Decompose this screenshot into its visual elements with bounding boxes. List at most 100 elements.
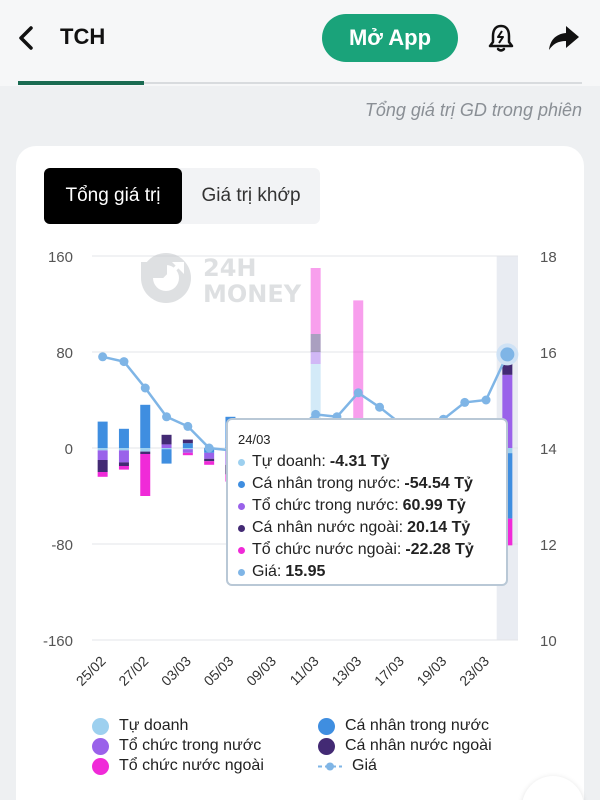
legend-item[interactable]: Tổ chức nước ngoài — [92, 756, 264, 776]
price-point — [481, 395, 491, 405]
legend-label: Giá — [352, 757, 377, 774]
bar-segment — [118, 448, 129, 451]
bar-segment — [118, 462, 129, 466]
tooltip-value: -22.28 Tỷ — [405, 541, 474, 558]
legend-line-marker — [318, 758, 342, 775]
section-title: Tổng giá trị GD trong phiên — [364, 100, 582, 120]
price-point — [119, 357, 129, 367]
legend-dot-marker — [318, 737, 335, 755]
legend-dot-marker — [92, 717, 109, 735]
y-tick-label: 0 — [65, 441, 73, 458]
bar-segment — [140, 404, 151, 448]
active-tab-indicator — [18, 81, 144, 85]
y2-tick-label: 12 — [540, 537, 557, 554]
x-tick-label: 05/03 — [200, 653, 236, 689]
tooltip-series-dot — [238, 568, 245, 576]
bar-segment — [310, 364, 321, 448]
tooltip-value: 60.99 Tỷ — [402, 497, 466, 514]
price-point — [500, 347, 515, 362]
price-point — [183, 421, 193, 431]
legend-label: Tổ chức trong nước — [119, 737, 262, 754]
tooltip-row: Tổ chức trong nước: 60.99 Tỷ — [238, 495, 496, 517]
svg-text:MONEY: MONEY — [203, 280, 302, 308]
legend-item[interactable]: Tự doanh — [92, 716, 188, 736]
tab-total-value[interactable]: Tổng giá trị — [44, 168, 182, 224]
bar-segment — [310, 352, 321, 364]
bar-segment — [161, 444, 172, 448]
bar-segment — [118, 466, 129, 470]
legend-item[interactable]: Tổ chức trong nước — [92, 736, 261, 756]
bar-segment — [140, 454, 151, 496]
bar-segment — [140, 448, 151, 452]
legend-item[interactable]: Giá — [318, 756, 377, 776]
tooltip-series-dot — [238, 480, 245, 488]
top-bar: TCH Mở App — [0, 0, 600, 86]
tooltip-row: Tổ chức nước ngoài: -22.28 Tỷ — [238, 539, 496, 561]
chart-legend: Tự doanh Cá nhân trong nước Tổ chức trong … — [92, 716, 532, 786]
bar-segment — [97, 450, 108, 460]
legend-label: Cá nhân nước ngoài — [345, 737, 492, 754]
x-tick-label: 25/02 — [73, 653, 109, 689]
tooltip-row: Cá nhân trong nước: -54.54 Tỷ — [238, 473, 496, 495]
tab-matched-value[interactable]: Giá trị khớp — [201, 185, 301, 206]
tooltip-series-dot — [238, 524, 245, 532]
x-tick-label: 27/02 — [115, 653, 151, 689]
price-point — [375, 402, 385, 412]
bar-segment — [97, 448, 108, 451]
y2-tick-label: 10 — [540, 633, 557, 650]
y-tick-label: 160 — [48, 249, 73, 266]
y2-tick-label: 14 — [540, 441, 557, 458]
tooltip-value: -54.54 Tỷ — [404, 475, 473, 492]
y2-tick-label: 18 — [540, 249, 557, 266]
chart-tooltip: 24/03 Tự doanh: -4.31 Tỷ Cá nhân trong nướ… — [226, 418, 508, 586]
back-arrow-icon[interactable] — [14, 22, 40, 54]
price-point — [460, 397, 470, 407]
tooltip-series-dot — [238, 546, 245, 554]
bar-segment — [97, 472, 108, 477]
legend-item[interactable]: Cá nhân nước ngoài — [318, 736, 492, 756]
bar-segment — [118, 428, 129, 448]
tooltip-label: Cá nhân nước ngoài: — [252, 519, 404, 536]
bar-segment — [118, 450, 129, 463]
tooltip-label: Tự doanh: — [252, 453, 326, 470]
price-point — [204, 443, 214, 453]
legend-label: Cá nhân trong nước — [345, 717, 489, 734]
tooltip-value: 20.14 Tỷ — [407, 519, 471, 536]
24hmoney-watermark-logo: 24H MONEY — [141, 253, 302, 308]
open-app-button[interactable]: Mở App — [322, 14, 458, 62]
legend-dot-marker — [92, 757, 109, 775]
bar-segment — [161, 434, 172, 445]
legend-label: Tổ chức nước ngoài — [119, 757, 264, 774]
price-point — [162, 412, 172, 422]
legend-item[interactable]: Cá nhân trong nước — [318, 716, 489, 736]
stock-symbol-title: TCH — [60, 24, 106, 49]
svg-text:24H: 24H — [203, 254, 256, 282]
x-tick-label: 13/03 — [328, 653, 364, 689]
bar-segment — [204, 452, 215, 459]
bar-segment — [353, 300, 364, 430]
value-type-toggle: Tổng giá trị Giá trị khớp — [44, 168, 320, 224]
bar-segment — [182, 443, 193, 448]
tooltip-value: 15.95 — [285, 563, 326, 580]
bar-segment — [310, 334, 321, 352]
price-point — [140, 383, 150, 393]
tooltip-label: Tổ chức nước ngoài: — [252, 541, 402, 558]
x-tick-label: 11/03 — [286, 653, 322, 689]
price-point — [311, 409, 321, 419]
tooltip-label: Giá: — [252, 563, 282, 580]
x-tick-label: 23/03 — [456, 653, 492, 689]
bar-segment — [97, 460, 108, 472]
bar-segment — [204, 458, 215, 462]
x-tick-label: 09/03 — [243, 653, 279, 689]
bell-alert-icon[interactable] — [486, 22, 516, 54]
share-icon[interactable] — [546, 22, 582, 54]
price-point — [98, 352, 108, 362]
bar-segment — [140, 451, 151, 454]
x-tick-label: 17/03 — [371, 653, 407, 689]
bar-segment — [182, 452, 193, 456]
bar-segment — [97, 421, 108, 448]
tooltip-row: Giá: 15.95 — [238, 561, 496, 583]
tooltip-series-dot — [238, 458, 245, 466]
tooltip-label: Tổ chức trong nước: — [252, 497, 399, 514]
